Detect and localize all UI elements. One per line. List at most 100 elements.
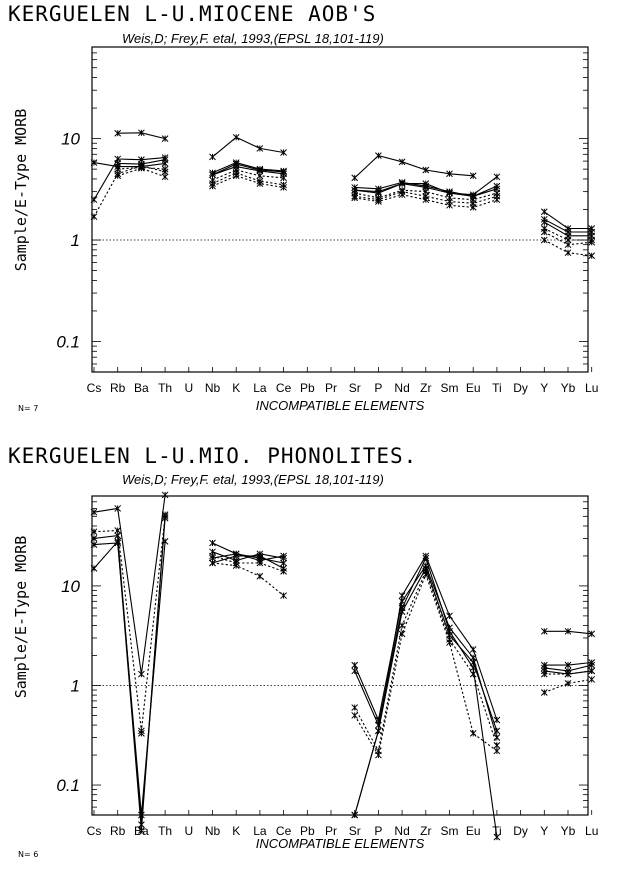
series-line bbox=[93, 516, 166, 731]
x-tick-label: Lu bbox=[585, 824, 598, 838]
series-line bbox=[212, 169, 284, 181]
data-point bbox=[90, 196, 98, 204]
data-point bbox=[256, 559, 264, 567]
x-tick-label: Yb bbox=[561, 824, 576, 838]
data-point bbox=[540, 236, 548, 244]
data-point bbox=[90, 213, 98, 221]
data-point bbox=[90, 159, 98, 166]
data-point bbox=[256, 552, 264, 560]
x-tick-label: Lu bbox=[585, 381, 598, 395]
series-line bbox=[212, 162, 284, 174]
data-point bbox=[138, 129, 145, 137]
series-1 bbox=[114, 129, 477, 182]
data-point bbox=[588, 630, 596, 638]
plot-frame bbox=[91, 46, 589, 373]
data-point bbox=[564, 670, 572, 678]
data-point bbox=[161, 512, 169, 520]
data-point bbox=[588, 676, 596, 683]
chart-plot-aob: 0.1 1 10 Cs Rb Ba Th U Nb K La Ce Pb Pr Sr P Nd Zr Sm Eu Ti D… bbox=[56, 46, 598, 395]
x-tick-label: P bbox=[374, 824, 382, 838]
data-point bbox=[351, 667, 359, 675]
x-tick-label: Zr bbox=[420, 381, 431, 395]
data-point bbox=[446, 170, 453, 178]
series-line bbox=[93, 165, 166, 217]
y-minor-ticks bbox=[92, 495, 588, 816]
data-point bbox=[540, 670, 548, 678]
data-point bbox=[209, 182, 216, 190]
series-line bbox=[93, 518, 166, 825]
data-point bbox=[540, 228, 548, 236]
x-tick-label: La bbox=[253, 381, 267, 395]
data-point bbox=[446, 639, 453, 646]
x-tick-label: Pb bbox=[300, 381, 315, 395]
y-minor-ticks bbox=[92, 46, 588, 373]
data-point bbox=[422, 571, 430, 578]
plot-frame bbox=[91, 495, 589, 816]
x-tick-label: Eu bbox=[466, 381, 481, 395]
data-point bbox=[446, 201, 453, 209]
x-tick-label: Cs bbox=[87, 824, 102, 838]
data-point bbox=[209, 539, 216, 547]
data-point bbox=[90, 565, 98, 572]
data-point bbox=[280, 568, 287, 575]
data-point bbox=[398, 180, 406, 187]
x-tick-label: Y bbox=[540, 381, 548, 395]
x-tick-label: Ce bbox=[276, 381, 292, 395]
series-3 bbox=[90, 154, 596, 236]
series-line bbox=[117, 167, 166, 178]
data-point bbox=[540, 689, 548, 696]
data-point bbox=[469, 670, 477, 678]
data-point bbox=[375, 727, 382, 735]
chart-panel-phonolites: KERGUELEN L-U.MIO. PHONOLITES. Weis,D; F… bbox=[0, 437, 620, 874]
series-line bbox=[354, 569, 498, 753]
x-tick-label: Ba bbox=[134, 381, 149, 395]
x-tick-label: Nd bbox=[394, 381, 409, 395]
x-tick-label: Eu bbox=[466, 824, 481, 838]
chart-plot-phonolites: 0.1110CsRbBaThUNbKLaCePbPrSrPNdZrSmEuTiD… bbox=[56, 491, 598, 841]
x-tick-label: U bbox=[184, 381, 193, 395]
data-point bbox=[446, 612, 453, 620]
x-tick-label: Rb bbox=[110, 824, 126, 838]
x-tick-label: Th bbox=[158, 381, 172, 395]
data-point bbox=[422, 166, 430, 174]
chart-title: KERGUELEN L-U.MIOCENE AOB'S bbox=[8, 2, 377, 26]
data-point bbox=[114, 539, 122, 547]
data-point bbox=[564, 249, 572, 257]
x-tick-label: La bbox=[253, 824, 267, 838]
data-point bbox=[375, 198, 382, 205]
data-point bbox=[493, 173, 501, 181]
x-tick-label: Ti bbox=[492, 824, 502, 838]
series-line bbox=[354, 154, 474, 179]
data-point bbox=[564, 627, 572, 635]
x-tick-label: Sm bbox=[441, 824, 459, 838]
x-tick-label: Yb bbox=[561, 381, 576, 395]
data-point bbox=[138, 164, 145, 172]
data-point bbox=[209, 153, 216, 161]
series-line bbox=[93, 494, 166, 675]
data-point bbox=[90, 535, 98, 542]
data-point bbox=[375, 152, 382, 159]
series-line bbox=[212, 555, 284, 569]
x-tick-label: Sr bbox=[349, 824, 361, 838]
data-point bbox=[256, 172, 264, 180]
series-line bbox=[354, 567, 498, 816]
data-point bbox=[540, 627, 548, 635]
data-point bbox=[493, 727, 501, 735]
data-point bbox=[232, 172, 240, 180]
data-point bbox=[469, 203, 477, 211]
sample-count-label: N= 6 bbox=[18, 850, 39, 859]
data-point bbox=[351, 712, 359, 719]
series-line bbox=[93, 514, 166, 831]
data-point bbox=[232, 562, 240, 569]
x-axis-label: INCOMPATIBLE ELEMENTS bbox=[255, 836, 425, 851]
series-line bbox=[212, 555, 284, 572]
data-point bbox=[588, 661, 596, 669]
data-point bbox=[161, 156, 169, 164]
series-line bbox=[93, 541, 166, 816]
series-line bbox=[212, 166, 284, 176]
chart-subtitle: Weis,D; Frey,F. etal, 1993,(EPSL 18,101-… bbox=[122, 472, 384, 487]
x-tick-label: Pr bbox=[325, 824, 337, 838]
data-point bbox=[114, 505, 122, 512]
data-point bbox=[493, 742, 501, 749]
series-4 bbox=[90, 538, 596, 819]
